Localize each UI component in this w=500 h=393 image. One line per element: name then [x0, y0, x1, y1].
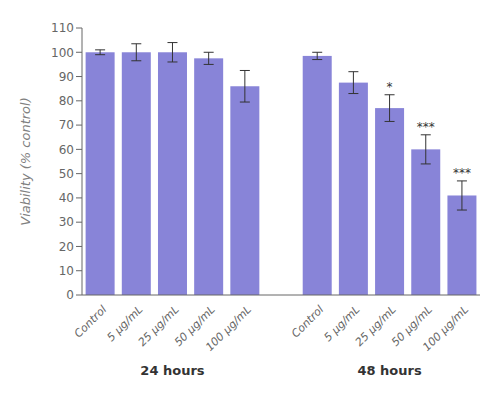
svg-text:Viability (% control): Viability (% control): [18, 97, 33, 225]
svg-text:90: 90: [59, 70, 74, 84]
svg-text:***: ***: [417, 120, 435, 134]
svg-text:Control: Control: [288, 303, 327, 341]
svg-text:Control: Control: [71, 303, 110, 341]
svg-text:10: 10: [59, 264, 74, 278]
svg-text:50: 50: [59, 167, 74, 181]
svg-text:0: 0: [66, 288, 74, 302]
svg-text:48 hours: 48 hours: [357, 363, 421, 378]
svg-text:25 μg/mL: 25 μg/mL: [352, 303, 399, 349]
svg-text:***: ***: [453, 166, 471, 180]
svg-text:100 μg/mL: 100 μg/mL: [420, 303, 471, 354]
svg-text:60: 60: [59, 143, 74, 157]
svg-text:30: 30: [59, 215, 74, 229]
svg-text:20: 20: [59, 240, 74, 254]
svg-text:110: 110: [51, 21, 74, 35]
svg-text:25 μg/mL: 25 μg/mL: [135, 303, 182, 349]
svg-text:100 μg/mL: 100 μg/mL: [203, 303, 254, 354]
svg-text:40: 40: [59, 191, 74, 205]
svg-text:5 μg/mL: 5 μg/mL: [104, 303, 146, 344]
svg-text:80: 80: [59, 94, 74, 108]
svg-text:50 μg/mL: 50 μg/mL: [388, 303, 435, 349]
svg-text:5 μg/mL: 5 μg/mL: [321, 303, 363, 344]
svg-text:50 μg/mL: 50 μg/mL: [171, 303, 218, 349]
svg-text:*: *: [387, 80, 393, 94]
svg-text:100: 100: [51, 46, 74, 60]
svg-text:24 hours: 24 hours: [140, 363, 204, 378]
svg-text:70: 70: [59, 118, 74, 132]
